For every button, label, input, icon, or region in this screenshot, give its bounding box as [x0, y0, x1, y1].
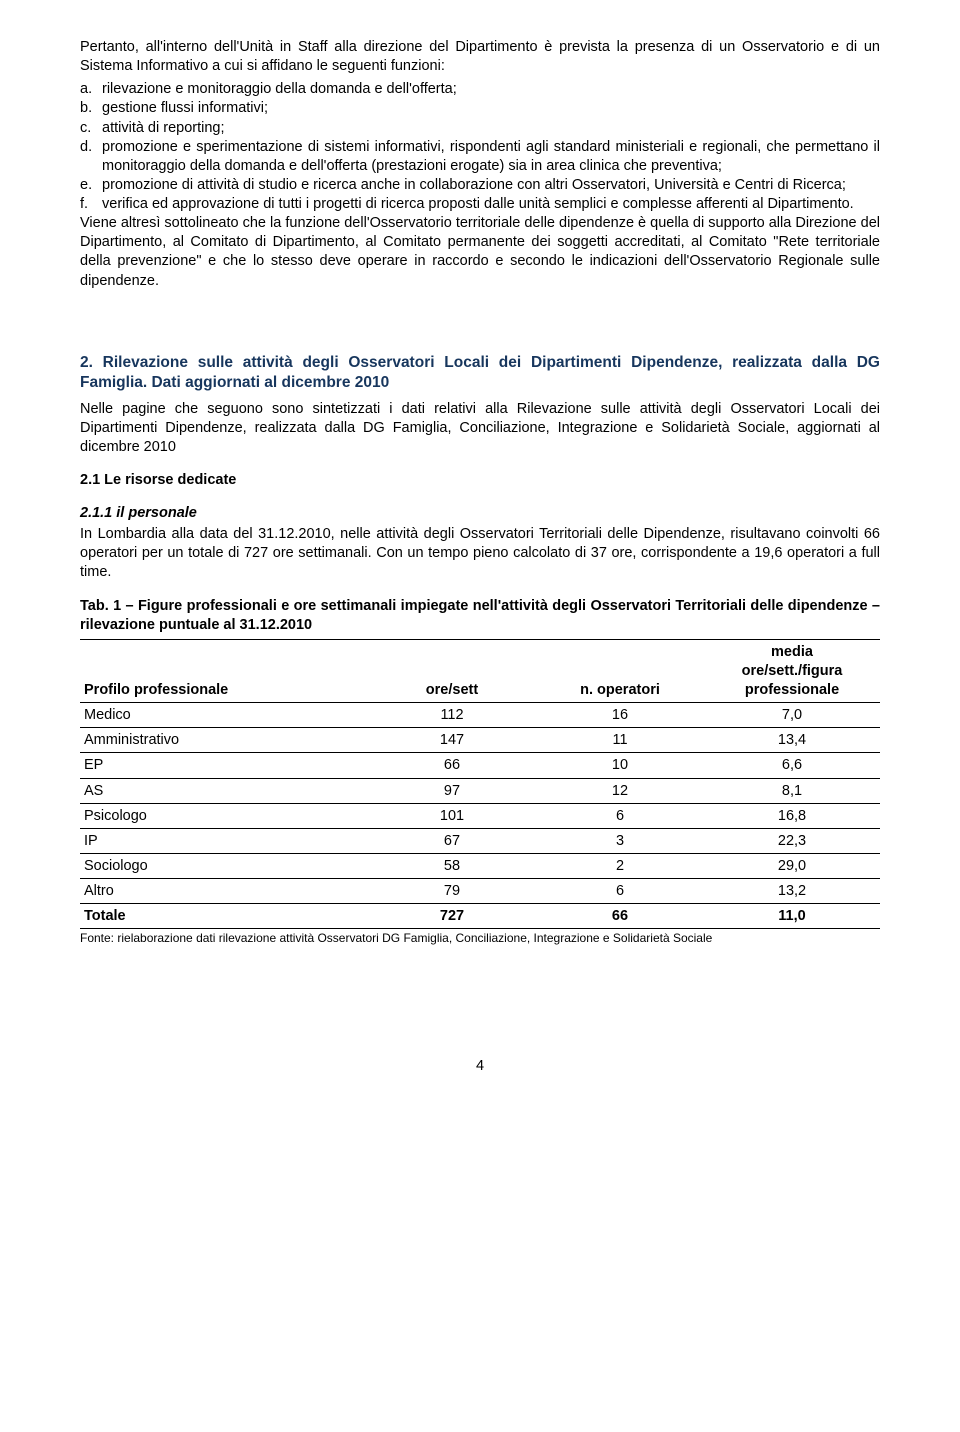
td-nop: 10: [536, 753, 704, 778]
list-text: verifica ed approvazione di tutti i prog…: [102, 195, 880, 214]
td-profilo: EP: [80, 753, 368, 778]
td-nop: 12: [536, 778, 704, 803]
td-nop: 66: [536, 904, 704, 929]
list-item: e. promozione di attività di studio e ri…: [80, 176, 880, 195]
td-nop: 3: [536, 828, 704, 853]
list-text: gestione flussi informativi;: [102, 99, 880, 118]
section-2-paragraph: Nelle pagine che seguono sono sintetizza…: [80, 400, 880, 457]
td-profilo: Amministrativo: [80, 728, 368, 753]
th-profilo: Profilo professionale: [80, 639, 368, 702]
th-media: media ore/sett./figura professionale: [704, 639, 880, 702]
td-media: 13,2: [704, 879, 880, 904]
list-marker: c.: [80, 119, 102, 138]
td-profilo: Medico: [80, 703, 368, 728]
td-profilo: Psicologo: [80, 803, 368, 828]
ordered-list: a. rilevazione e monitoraggio della doma…: [80, 80, 880, 214]
table-row: Sociologo 58 2 29,0: [80, 853, 880, 878]
table-source: Fonte: rielaborazione dati rilevazione a…: [80, 931, 880, 947]
td-ore: 66: [368, 753, 536, 778]
section-2-1-heading: 2.1 Le risorse dedicate: [80, 471, 880, 490]
td-profilo: Altro: [80, 879, 368, 904]
td-media: 11,0: [704, 904, 880, 929]
after-list-paragraph: Viene altresì sottolineato che la funzio…: [80, 214, 880, 291]
list-text: rilevazione e monitoraggio della domanda…: [102, 80, 880, 99]
list-marker: a.: [80, 80, 102, 99]
list-marker: f.: [80, 195, 102, 214]
th-media-line1: media: [771, 644, 813, 660]
td-ore: 67: [368, 828, 536, 853]
list-item: d. promozione e sperimentazione di siste…: [80, 138, 880, 176]
table-row: AS 97 12 8,1: [80, 778, 880, 803]
intro-paragraph: Pertanto, all'interno dell'Unità in Staf…: [80, 38, 880, 76]
td-ore: 97: [368, 778, 536, 803]
list-item: a. rilevazione e monitoraggio della doma…: [80, 80, 880, 99]
td-media: 29,0: [704, 853, 880, 878]
table-1: Profilo professionale ore/sett n. operat…: [80, 639, 880, 930]
page: Pertanto, all'interno dell'Unità in Staf…: [0, 0, 960, 1131]
td-ore: 727: [368, 904, 536, 929]
td-media: 7,0: [704, 703, 880, 728]
list-item: c. attività di reporting;: [80, 119, 880, 138]
table-row: Altro 79 6 13,2: [80, 879, 880, 904]
table-total-row: Totale 727 66 11,0: [80, 904, 880, 929]
td-ore: 112: [368, 703, 536, 728]
table-1-caption: Tab. 1 – Figure professionali e ore sett…: [80, 597, 880, 635]
td-nop: 2: [536, 853, 704, 878]
td-media: 22,3: [704, 828, 880, 853]
table-row: EP 66 10 6,6: [80, 753, 880, 778]
table-row: IP 67 3 22,3: [80, 828, 880, 853]
td-profilo: AS: [80, 778, 368, 803]
list-item: f. verifica ed approvazione di tutti i p…: [80, 195, 880, 214]
list-marker: d.: [80, 138, 102, 176]
list-marker: b.: [80, 99, 102, 118]
th-media-line2: ore/sett./figura: [742, 663, 843, 679]
td-ore: 79: [368, 879, 536, 904]
td-ore: 101: [368, 803, 536, 828]
td-nop: 11: [536, 728, 704, 753]
th-ore-sett: ore/sett: [368, 639, 536, 702]
td-media: 13,4: [704, 728, 880, 753]
spacer: [80, 295, 880, 353]
table-header-row: Profilo professionale ore/sett n. operat…: [80, 639, 880, 702]
td-media: 8,1: [704, 778, 880, 803]
td-nop: 6: [536, 803, 704, 828]
td-media: 16,8: [704, 803, 880, 828]
page-number: 4: [80, 1057, 880, 1076]
td-nop: 6: [536, 879, 704, 904]
list-item: b. gestione flussi informativi;: [80, 99, 880, 118]
list-text: promozione di attività di studio e ricer…: [102, 176, 880, 195]
th-media-line3: professionale: [745, 682, 839, 698]
td-profilo: Sociologo: [80, 853, 368, 878]
th-n-operatori: n. operatori: [536, 639, 704, 702]
td-ore: 147: [368, 728, 536, 753]
td-profilo: IP: [80, 828, 368, 853]
list-marker: e.: [80, 176, 102, 195]
section-2-heading: 2. Rilevazione sulle attività degli Osse…: [80, 353, 880, 394]
section-2-1-1-heading: 2.1.1 il personale: [80, 504, 880, 523]
table-row: Amministrativo 147 11 13,4: [80, 728, 880, 753]
list-text: attività di reporting;: [102, 119, 880, 138]
td-profilo: Totale: [80, 904, 368, 929]
table-row: Medico 112 16 7,0: [80, 703, 880, 728]
table-row: Psicologo 101 6 16,8: [80, 803, 880, 828]
list-text: promozione e sperimentazione di sistemi …: [102, 138, 880, 176]
section-2-1-1-paragraph: In Lombardia alla data del 31.12.2010, n…: [80, 525, 880, 582]
td-nop: 16: [536, 703, 704, 728]
td-ore: 58: [368, 853, 536, 878]
td-media: 6,6: [704, 753, 880, 778]
